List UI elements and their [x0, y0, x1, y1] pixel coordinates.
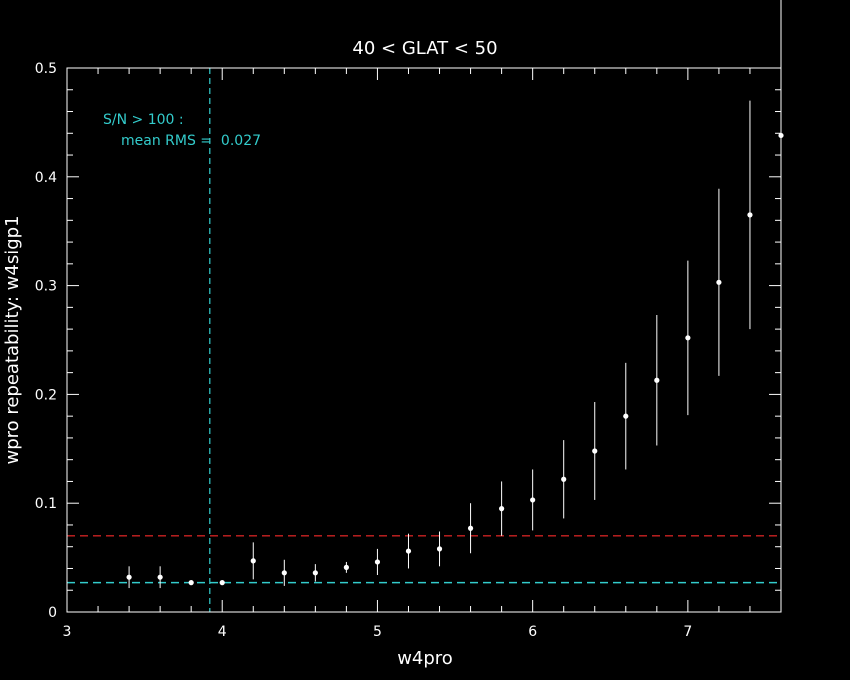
- data-point: [716, 279, 722, 285]
- data-point: [654, 377, 660, 383]
- y-tick-label: 0.2: [35, 387, 57, 403]
- data-point: [561, 476, 567, 482]
- data-point: [747, 212, 753, 218]
- x-tick-label: 7: [683, 624, 692, 640]
- y-tick-label: 0.1: [35, 496, 57, 512]
- data-point: [281, 570, 287, 576]
- data-point: [188, 580, 194, 586]
- plot-frame: [66, 67, 782, 613]
- data-point: [219, 580, 225, 586]
- reference-lines: [67, 68, 781, 612]
- y-tick-label: 0.3: [35, 279, 57, 295]
- data-point: [374, 559, 381, 565]
- x-tick-label: 5: [373, 624, 382, 640]
- axis-ticks: 3 4 5 6 7 0 0.1 0.2 0.3 0.4 0.5: [35, 61, 782, 640]
- annotation-sn: S/N > 100 :: [103, 112, 184, 128]
- data-point: [250, 558, 256, 564]
- x-tick-label: 3: [63, 624, 72, 640]
- x-tick-label: 6: [528, 624, 537, 640]
- y-tick-label: 0: [48, 605, 57, 621]
- data-point: [405, 548, 412, 554]
- data-point: [126, 574, 132, 580]
- y-axis-label: wpro repeatability: w4sigp1: [2, 215, 23, 464]
- data-point: [343, 564, 349, 570]
- y-tick-label: 0.5: [35, 61, 57, 77]
- data-point: [157, 574, 163, 580]
- data-point: [436, 546, 443, 552]
- data-point: [530, 497, 536, 503]
- y-tick-label: 0.4: [35, 170, 57, 186]
- chart-title: 40 < GLAT < 50: [352, 38, 497, 59]
- x-tick-label: 4: [218, 624, 227, 640]
- data-point: [685, 335, 691, 341]
- data-point: [592, 448, 598, 454]
- data-point: [312, 570, 318, 576]
- x-axis-label: w4pro: [397, 648, 453, 669]
- data-point: [467, 525, 474, 531]
- annotation-mean-rms: mean RMS = 0.027: [121, 133, 261, 149]
- data-point: [623, 413, 629, 419]
- data-point: [499, 506, 505, 512]
